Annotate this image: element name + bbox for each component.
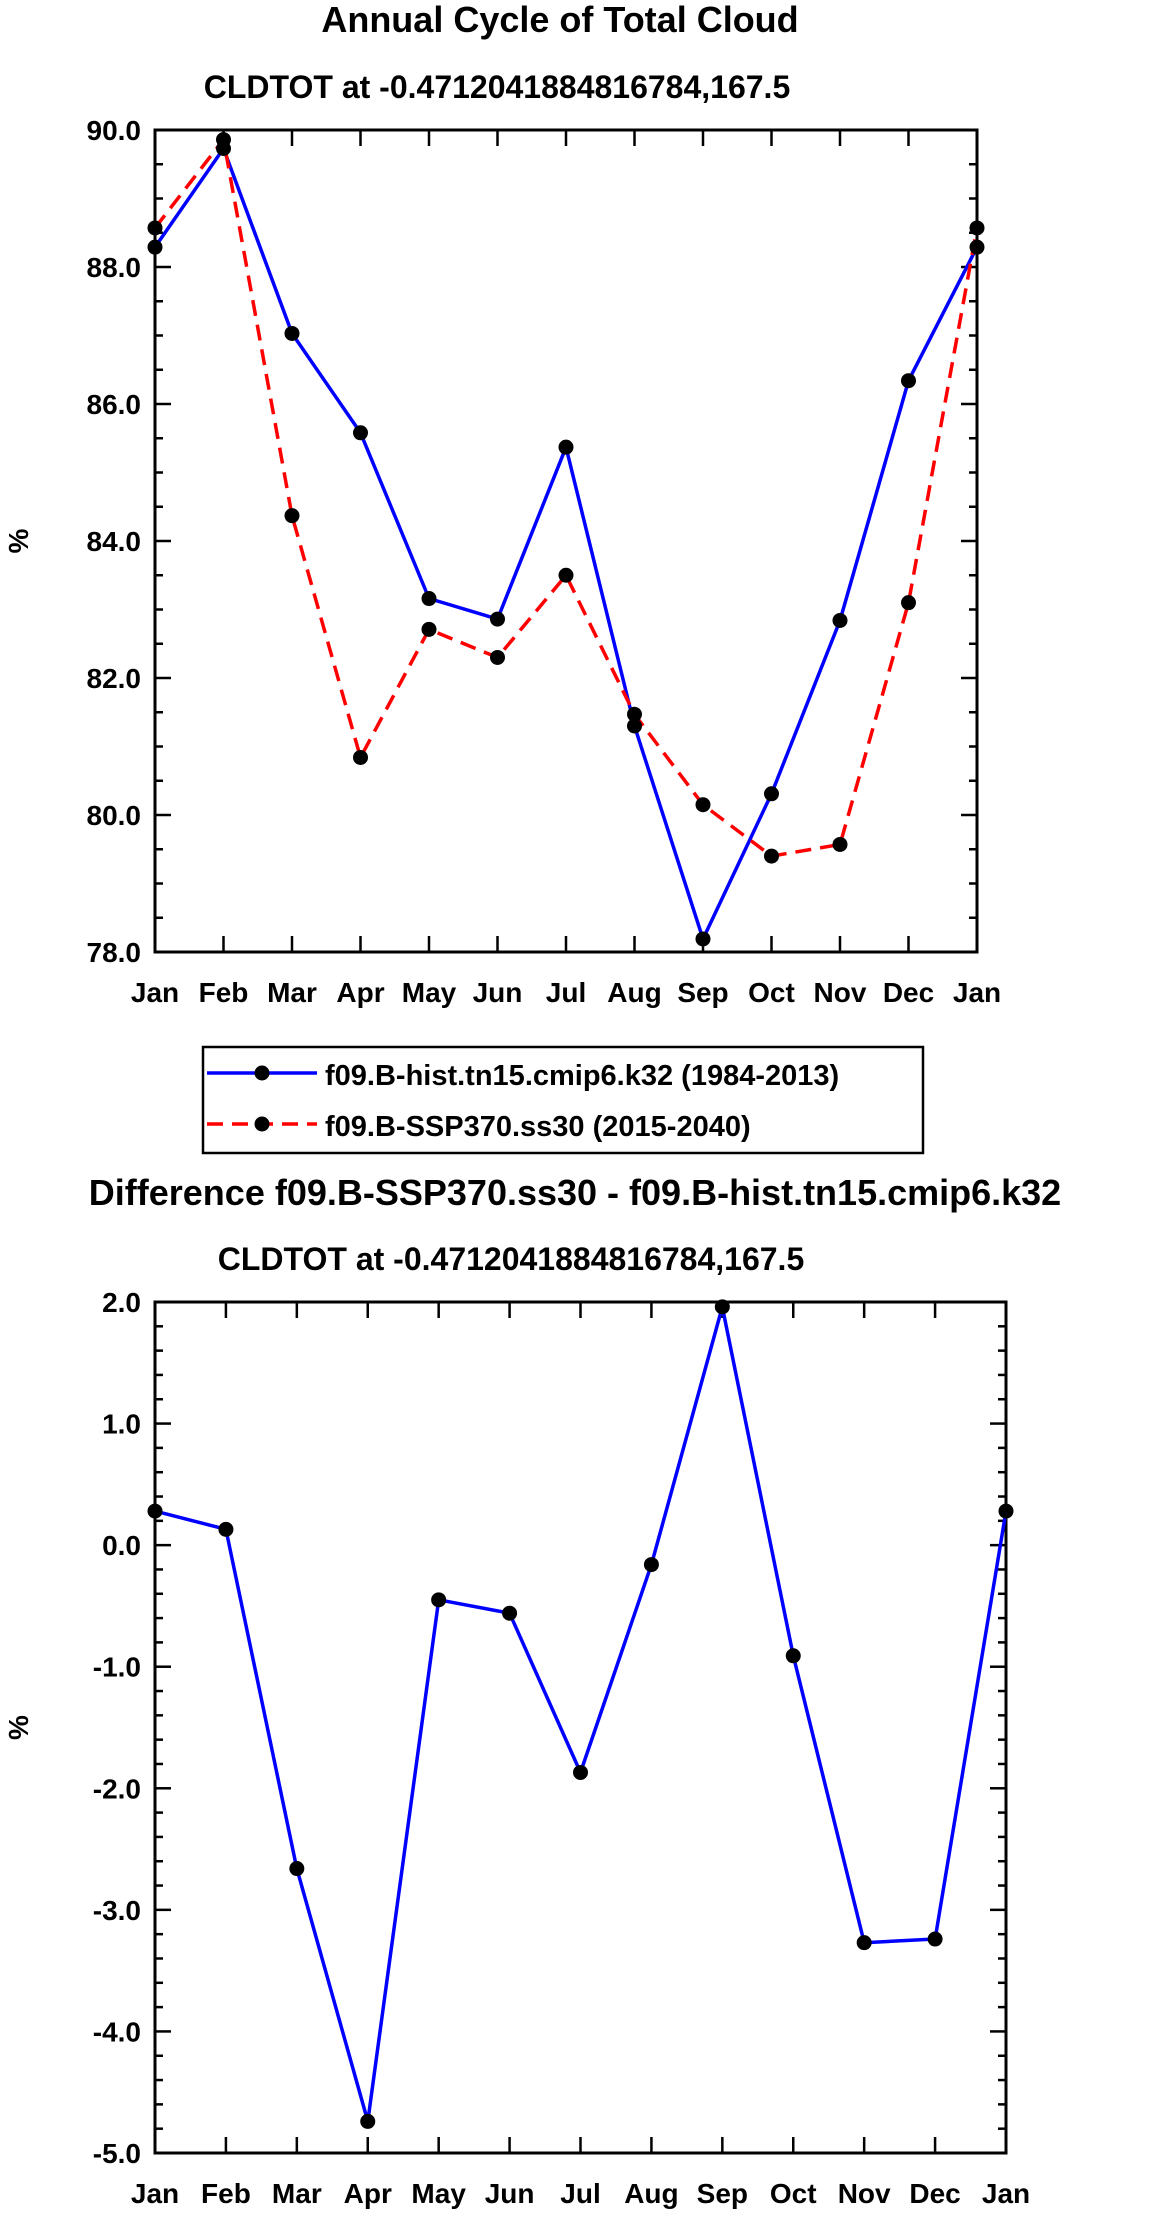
x-tick-label: Jun bbox=[473, 977, 523, 1008]
y-tick-label: 84.0 bbox=[87, 526, 142, 557]
data-point-1 bbox=[832, 836, 848, 852]
data-point-0 bbox=[360, 2113, 376, 2129]
data-point-0 bbox=[785, 1648, 801, 1664]
chart1-annual-cycle: 78.0 80.0 82.0 84.0 86.0 88.0 90.0 Jan Feb Mar Apr… bbox=[3, 115, 1001, 1008]
data-point-0 bbox=[490, 611, 505, 627]
x-tick-label: Jan bbox=[131, 2178, 179, 2209]
data-point-0 bbox=[969, 239, 985, 255]
data-point-1 bbox=[764, 848, 779, 864]
data-point-1 bbox=[627, 706, 642, 722]
y-tick-label: 78.0 bbox=[87, 937, 142, 968]
data-point-1 bbox=[901, 595, 916, 611]
data-point-0 bbox=[764, 786, 779, 802]
chart2-difference: -5.0 -4.0 -3.0 -2.0 -1.0 0.0 1.0 2.0 Jan Feb Mar Ap… bbox=[3, 1287, 1030, 2209]
x-tick-label: Jan bbox=[982, 2178, 1030, 2209]
x-tick-label: Jul bbox=[560, 2178, 600, 2209]
y-tick-label: -1.0 bbox=[93, 1652, 141, 1683]
x-tick-label: Mar bbox=[272, 2178, 322, 2209]
plot-frame bbox=[153, 1300, 1008, 2155]
data-point-0 bbox=[998, 1503, 1014, 1519]
x-tick-label: Jul bbox=[546, 977, 586, 1008]
data-point-1 bbox=[421, 621, 437, 637]
x-tick-label: Sep bbox=[697, 2178, 748, 2209]
series-line-0 bbox=[154, 1305, 1008, 2124]
y-tick-label: 80.0 bbox=[87, 800, 142, 831]
y-tick-label: 88.0 bbox=[87, 252, 142, 283]
data-point-0 bbox=[353, 425, 368, 441]
legend-marker-ssp bbox=[254, 1116, 270, 1132]
x-tick-label: Aug bbox=[607, 977, 661, 1008]
legend-label-ssp: f09.B-SSP370.ss30 (2015-2040) bbox=[325, 1111, 751, 1143]
data-point-0 bbox=[289, 1861, 305, 1877]
data-point-0 bbox=[856, 1935, 872, 1951]
y-tick-label: 2.0 bbox=[102, 1287, 141, 1318]
data-point-0 bbox=[284, 325, 300, 341]
difference-title: Difference f09.B-SSP370.ss30 - f09.B-his… bbox=[89, 1172, 1061, 1213]
y-axis-label: % bbox=[3, 528, 34, 553]
data-point-1 bbox=[969, 220, 985, 236]
chart1-title: CLDTOT at -0.4712041884816784,167.5 bbox=[204, 69, 790, 105]
data-point-0 bbox=[573, 1764, 588, 1780]
x-tick-label: Jun bbox=[485, 2178, 535, 2209]
x-tick-label: Mar bbox=[267, 977, 317, 1008]
main-title: Annual Cycle of Total Cloud bbox=[321, 0, 798, 40]
legend: f09.B-hist.tn15.cmip6.k32 (1984-2013) f0… bbox=[201, 1045, 925, 1155]
data-point-0 bbox=[627, 718, 642, 734]
legend-label-hist: f09.B-hist.tn15.cmip6.k32 (1984-2013) bbox=[325, 1060, 839, 1092]
data-point-1 bbox=[147, 220, 163, 236]
data-point-1 bbox=[490, 649, 505, 665]
data-point-0 bbox=[502, 1605, 518, 1621]
data-point-0 bbox=[147, 239, 163, 255]
x-tick-label: Dec bbox=[909, 2178, 960, 2209]
x-tick-label: Oct bbox=[748, 977, 795, 1008]
y-tick-label: 0.0 bbox=[102, 1530, 141, 1561]
x-tick-label: May bbox=[402, 977, 457, 1008]
data-point-1 bbox=[558, 567, 574, 583]
x-tick-label: Sep bbox=[677, 977, 728, 1008]
plot-frame bbox=[153, 128, 979, 954]
data-point-0 bbox=[431, 1592, 447, 1608]
y-tick-label: -2.0 bbox=[93, 1773, 141, 1804]
data-point-0 bbox=[695, 931, 711, 947]
x-tick-label: Dec bbox=[883, 977, 934, 1008]
data-point-0 bbox=[643, 1557, 659, 1573]
x-tick-label: Jan bbox=[953, 977, 1001, 1008]
y-tick-label: 1.0 bbox=[102, 1409, 141, 1440]
data-point-0 bbox=[218, 1521, 234, 1537]
data-point-0 bbox=[901, 373, 916, 389]
data-point-0 bbox=[421, 591, 437, 607]
data-point-1 bbox=[284, 508, 300, 524]
y-tick-label: 90.0 bbox=[87, 115, 142, 146]
data-point-0 bbox=[927, 1931, 943, 1947]
x-tick-label: Feb bbox=[201, 2178, 251, 2209]
x-tick-label: Apr bbox=[344, 2178, 392, 2209]
y-tick-label: -3.0 bbox=[93, 1895, 141, 1926]
series-line-0 bbox=[153, 146, 979, 941]
y-axis-label: % bbox=[3, 1715, 34, 1740]
data-point-1 bbox=[695, 797, 711, 813]
x-tick-label: Nov bbox=[814, 977, 867, 1008]
series-line-1 bbox=[153, 137, 979, 858]
data-point-0 bbox=[147, 1503, 163, 1519]
data-point-0 bbox=[832, 612, 848, 628]
y-tick-label: 86.0 bbox=[87, 389, 142, 420]
x-tick-label: May bbox=[411, 2178, 466, 2209]
data-point-0 bbox=[558, 439, 574, 455]
y-tick-label: -4.0 bbox=[93, 2016, 141, 2047]
x-tick-label: Aug bbox=[624, 2178, 678, 2209]
x-tick-label: Jan bbox=[131, 977, 179, 1008]
legend-box bbox=[201, 1045, 925, 1155]
legend-marker-hist bbox=[254, 1065, 270, 1081]
y-tick-label: 82.0 bbox=[87, 663, 142, 694]
x-tick-label: Feb bbox=[199, 977, 249, 1008]
x-tick-label: Nov bbox=[838, 2178, 891, 2209]
chart2-title: CLDTOT at -0.4712041884816784,167.5 bbox=[218, 1241, 804, 1277]
data-point-1 bbox=[216, 132, 231, 148]
y-tick-label: -5.0 bbox=[93, 2138, 141, 2169]
x-tick-label: Apr bbox=[336, 977, 384, 1008]
data-point-0 bbox=[714, 1299, 730, 1315]
data-point-1 bbox=[353, 749, 368, 765]
x-tick-label: Oct bbox=[770, 2178, 817, 2209]
